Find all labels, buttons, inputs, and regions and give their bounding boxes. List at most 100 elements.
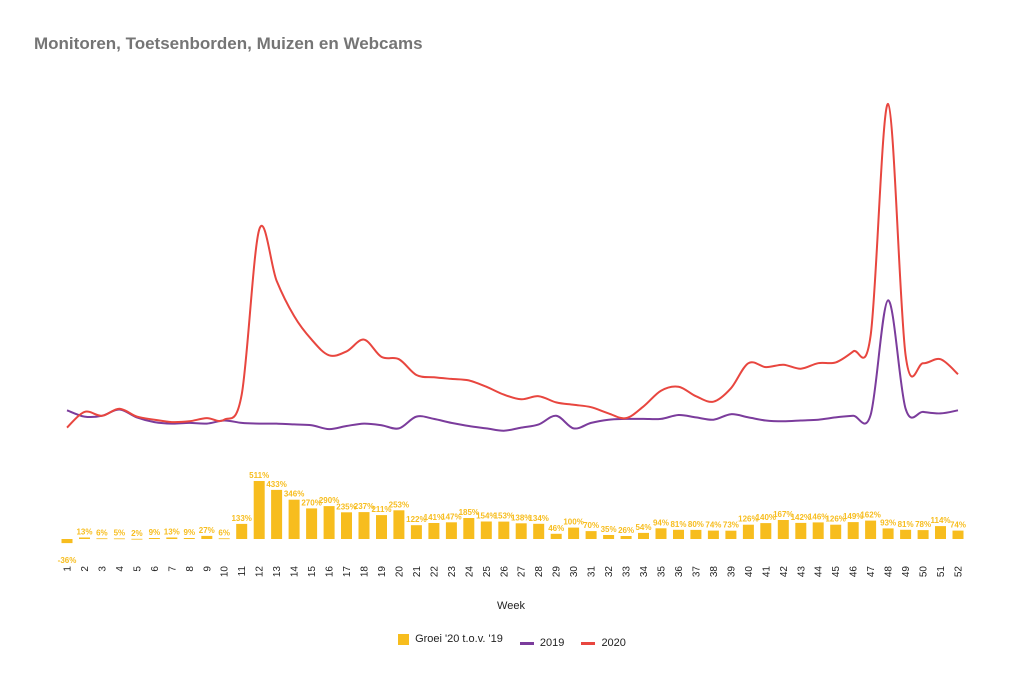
x-tick-week-47: 47 xyxy=(866,566,877,578)
x-tick-week-36: 36 xyxy=(674,566,685,578)
x-tick-week-8: 8 xyxy=(185,566,196,572)
bar-week-29 xyxy=(550,533,562,539)
x-tick-week-24: 24 xyxy=(464,566,475,578)
x-tick-week-51: 51 xyxy=(936,566,947,578)
bar-label-week-48: 93% xyxy=(880,518,896,527)
bar-week-16 xyxy=(323,506,335,539)
x-tick-week-37: 37 xyxy=(691,566,702,578)
legend-item-2019[interactable]: 2019 xyxy=(519,637,565,649)
bar-week-12 xyxy=(253,481,265,539)
bar-week-10 xyxy=(218,538,230,540)
bar-week-46 xyxy=(847,522,859,539)
x-tick-labels: 1 2 3 4 5 6 7 8 9 10 11 12 13 14 15 16 17 18 19 20 21 22 23 24 2… xyxy=(63,566,965,578)
bar-label-week-23: 147% xyxy=(441,512,461,521)
x-tick-week-26: 26 xyxy=(499,566,510,578)
bar-week-33 xyxy=(620,536,632,539)
legend-label-growth: Groei '20 t.o.v. '19 xyxy=(415,633,503,645)
bar-week-28 xyxy=(533,523,545,539)
x-tick-week-34: 34 xyxy=(639,566,650,578)
bar-label-week-21: 122% xyxy=(406,515,426,524)
bar-label-week-38: 74% xyxy=(705,521,721,530)
bar-label-week-32: 35% xyxy=(601,525,617,534)
x-tick-week-3: 3 xyxy=(97,566,108,572)
x-tick-week-5: 5 xyxy=(132,566,143,572)
bar-label-week-51: 114% xyxy=(930,516,950,525)
x-tick-week-15: 15 xyxy=(307,566,318,578)
bar-week-24 xyxy=(463,518,475,539)
x-tick-week-7: 7 xyxy=(167,566,178,572)
bar-label-week-20: 253% xyxy=(389,500,409,509)
x-tick-week-20: 20 xyxy=(394,566,405,578)
bar-label-week-27: 138% xyxy=(511,513,531,522)
bar-label-week-8: 9% xyxy=(184,528,196,537)
x-tick-week-32: 32 xyxy=(604,566,615,578)
bar-week-8 xyxy=(183,538,195,539)
x-tick-week-45: 45 xyxy=(831,566,842,578)
bar-week-11 xyxy=(236,523,248,539)
x-tick-week-40: 40 xyxy=(744,566,755,578)
x-tick-week-22: 22 xyxy=(429,566,440,578)
bar-week-36 xyxy=(673,529,684,539)
x-tick-week-52: 52 xyxy=(954,566,965,578)
bar-week-22 xyxy=(428,523,440,539)
bar-label-week-9: 27% xyxy=(199,526,215,535)
bar-week-47 xyxy=(865,520,877,539)
x-tick-week-35: 35 xyxy=(657,566,668,578)
bar-week-42 xyxy=(777,520,789,539)
bar-label-week-24: 185% xyxy=(459,508,479,517)
bar-label-week-35: 94% xyxy=(653,518,669,527)
bar-label-week-37: 80% xyxy=(688,520,704,529)
bar-label-week-50: 78% xyxy=(915,520,931,529)
bar-label-week-40: 126% xyxy=(738,515,758,524)
x-tick-week-10: 10 xyxy=(220,566,231,578)
legend-swatch-growth xyxy=(398,633,410,645)
bar-week-44 xyxy=(812,522,824,539)
bar-label-week-36: 81% xyxy=(670,520,686,529)
bar-label-week-11: 133% xyxy=(231,514,251,523)
bar-week-1 xyxy=(61,539,73,544)
bar-label-week-47: 162% xyxy=(860,511,880,520)
bar-label-week-14: 346% xyxy=(284,490,304,499)
bar-label-week-34: 54% xyxy=(635,523,651,532)
bar-label-week-44: 146% xyxy=(808,512,828,521)
bar-label-week-33: 26% xyxy=(618,526,634,535)
bar-week-50 xyxy=(917,530,929,539)
bar-week-23 xyxy=(445,522,457,539)
bar-label-week-26: 153% xyxy=(494,512,514,521)
bar-week-52 xyxy=(952,530,964,539)
x-tick-week-12: 12 xyxy=(255,566,266,578)
bar-week-32 xyxy=(603,535,615,539)
bar-label-week-1: -36% xyxy=(58,556,77,565)
x-axis-title: Week xyxy=(497,600,525,612)
x-tick-week-23: 23 xyxy=(447,566,458,578)
legend-item-2020[interactable]: 2020 xyxy=(581,637,626,649)
bar-label-week-10: 6% xyxy=(218,528,230,537)
bar-week-13 xyxy=(271,489,283,539)
legend-item-growth[interactable]: Groei '20 t.o.v. '19 xyxy=(398,633,503,645)
legend-label-2020: 2020 xyxy=(601,637,626,649)
x-tick-week-33: 33 xyxy=(622,566,633,578)
bar-week-41 xyxy=(760,523,772,539)
x-tick-week-19: 19 xyxy=(377,566,388,578)
bar-week-39 xyxy=(725,530,737,539)
bar-week-25 xyxy=(480,521,492,539)
bar-week-5 xyxy=(131,538,143,540)
x-tick-week-25: 25 xyxy=(482,566,493,578)
legend-label-2019: 2019 xyxy=(539,637,565,649)
x-tick-week-41: 41 xyxy=(761,566,772,578)
bar-week-34 xyxy=(638,532,649,539)
bar-label-week-5: 2% xyxy=(131,529,143,538)
bar-week-43 xyxy=(795,522,807,539)
x-tick-week-39: 39 xyxy=(726,566,737,578)
x-tick-week-9: 9 xyxy=(202,566,213,572)
bar-week-15 xyxy=(306,508,318,539)
bar-label-week-16: 290% xyxy=(319,496,339,505)
x-tick-week-17: 17 xyxy=(342,566,353,578)
series-line-2019 xyxy=(66,299,959,432)
lines-layer xyxy=(66,102,959,432)
x-tick-week-46: 46 xyxy=(849,566,860,578)
x-tick-week-11: 11 xyxy=(237,566,248,577)
x-tick-week-13: 13 xyxy=(272,566,283,578)
bar-week-18 xyxy=(358,512,370,539)
